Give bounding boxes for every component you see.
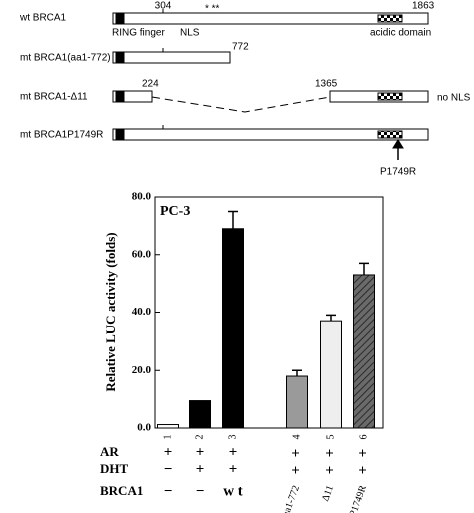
bar: [320, 320, 342, 429]
x-tick-label: 1: [162, 435, 173, 440]
x-tick-label: 6: [358, 435, 369, 440]
condition-cell: w t: [223, 483, 243, 499]
condition-cell: +: [355, 466, 371, 475]
annotation: PC-3: [160, 204, 190, 219]
condition-cell: +: [322, 449, 338, 458]
bar-hatch: [353, 274, 375, 428]
bar: [189, 400, 211, 429]
position-label: 304: [155, 1, 172, 12]
condition-cell: +: [196, 444, 205, 460]
error-bar: [326, 314, 336, 322]
stars: * **: [205, 4, 220, 15]
condition-cell: −: [196, 483, 205, 499]
condition-cell: +: [164, 444, 173, 460]
condition-cell: +: [288, 466, 304, 475]
ring-box: [115, 90, 125, 103]
condition-cell: −: [164, 483, 173, 499]
condition-cell: +: [288, 449, 304, 458]
condition-cell: P1749R: [348, 484, 369, 513]
y-tick-label: 0.0: [137, 422, 151, 434]
row-label: BRCA1: [100, 483, 143, 498]
bar: [222, 228, 244, 429]
condition-cell: +: [229, 444, 238, 460]
construct-label: mt BRCA1(aa1-772): [20, 53, 111, 64]
position-label: 1863: [412, 1, 435, 12]
row-label: DHT: [100, 461, 129, 476]
construct-bar: [112, 51, 231, 64]
error-bar: [292, 369, 302, 377]
y-tick-label: 80.0: [132, 191, 152, 203]
condition-cell: −: [164, 461, 173, 477]
x-tick-label: 5: [325, 435, 336, 440]
deletion-line: [151, 96, 331, 113]
condition-cell: Δ11: [320, 484, 336, 503]
position-label: 224: [142, 79, 159, 90]
acidic-box: [377, 14, 403, 23]
ring-box: [115, 128, 125, 141]
ring-box: [115, 12, 125, 25]
arrow-head: [392, 139, 404, 149]
condition-cell: +: [229, 461, 238, 477]
bar-chart: PC-3 Relative LUC activity (folds) 0.0 20…: [100, 191, 384, 513]
construct-diagram: wt BRCA1 304 * ** 1863 RING finger NLS a…: [19, 1, 471, 178]
y-tick-label: 60.0: [132, 248, 152, 260]
ring-box: [115, 51, 125, 64]
construct-label: mt BRCA1P1749R: [20, 130, 103, 141]
row-label: AR: [100, 444, 119, 459]
position-label: 1365: [315, 79, 338, 90]
mutation-label: P1749R: [380, 167, 416, 178]
plot-frame: [154, 196, 384, 429]
construct-bar: [112, 90, 153, 103]
x-tick-label: 3: [227, 435, 238, 440]
bar: [157, 424, 179, 429]
condition-cell: aa1-772: [281, 484, 302, 513]
condition-cell: +: [355, 449, 371, 458]
domain-label: acidic domain: [370, 28, 431, 39]
y-axis-label: Relative LUC activity (folds): [103, 232, 118, 391]
condition-cell: +: [322, 466, 338, 475]
error-bar: [359, 262, 369, 275]
construct-bar: [112, 128, 429, 141]
acidic-box: [377, 130, 403, 139]
construct-label: mt BRCA1-Δ11: [20, 92, 88, 103]
x-tick-label: 4: [291, 435, 302, 440]
position-label: 772: [232, 42, 249, 53]
bar: [286, 375, 308, 429]
construct-bar: [329, 90, 429, 103]
construct-bar: [112, 12, 429, 25]
acidic-box: [377, 92, 403, 101]
y-tick-label: 40.0: [132, 306, 152, 318]
domain-label: RING finger: [112, 28, 165, 39]
domain-label: NLS: [180, 28, 200, 39]
x-tick-label: 2: [194, 435, 205, 440]
y-tick-label: 20.0: [132, 364, 152, 376]
construct-label: wt BRCA1: [19, 13, 67, 24]
note: no NLS: [437, 93, 471, 104]
error-bar: [228, 210, 238, 229]
condition-cell: +: [196, 461, 205, 477]
